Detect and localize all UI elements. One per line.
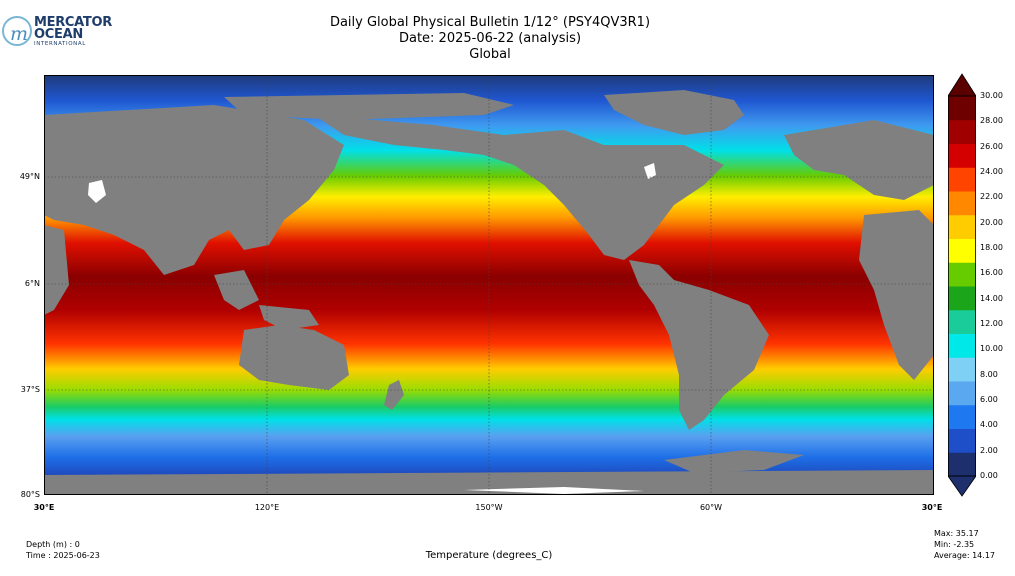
min-value: Min: -2.35 xyxy=(934,540,975,549)
colorbar-tick: 2.00 xyxy=(980,445,998,455)
colorbar-segment xyxy=(948,238,976,263)
depth-label: Depth (m) : 0 xyxy=(26,540,80,549)
mercator-ocean-logo: m MERCATOR OCEAN INTERNATIONAL xyxy=(0,14,112,50)
colorbar-segment xyxy=(948,428,976,453)
lon-tick: 30°E xyxy=(921,503,943,512)
colorbar-segment xyxy=(948,143,976,168)
colorbar-tick: 28.00 xyxy=(980,116,1003,126)
colorbar-tick: 20.00 xyxy=(980,217,1003,227)
colorbar-tick: 6.00 xyxy=(980,395,998,404)
lat-tick: 49°N xyxy=(19,172,40,181)
colorbar-tick: 24.00 xyxy=(980,167,1003,176)
lat-tick: 37°S xyxy=(20,385,40,394)
temperature-colorbar xyxy=(948,73,976,497)
logo-text-line1: MERCATOR xyxy=(34,15,112,30)
colorbar-tick: 8.00 xyxy=(980,369,998,379)
colorbar-segment xyxy=(948,191,976,216)
colorbar-segment xyxy=(948,96,976,121)
lon-tick: 60°W xyxy=(699,503,723,512)
colorbar-min-arrow xyxy=(948,475,976,497)
colorbar-tick: 18.00 xyxy=(980,243,1003,252)
sea-temperature-map xyxy=(44,75,934,495)
bulletin-title: Daily Global Physical Bulletin 1/12° (PS… xyxy=(329,15,651,30)
colorbar-tick: 12.00 xyxy=(980,319,1003,328)
sea-ice xyxy=(88,163,656,494)
colorbar-segment xyxy=(948,381,976,406)
map-border xyxy=(44,75,934,495)
colorbar-segment xyxy=(948,452,976,477)
colorbar-tick: 10.00 xyxy=(980,344,1003,354)
colorbar-segment xyxy=(948,214,976,239)
average-value: Average: 14.17 xyxy=(934,551,995,560)
colorbar-border xyxy=(948,95,976,477)
lon-tick: 120°E xyxy=(254,503,280,512)
graticule xyxy=(44,75,934,495)
lon-tick: 30°E xyxy=(33,503,55,512)
logo-text-line2: OCEAN xyxy=(34,27,83,42)
colorbar-tick: 16.00 xyxy=(980,268,1003,278)
colorbar-label: Temperature (degrees_C) xyxy=(425,550,553,561)
colorbar-segment xyxy=(948,309,976,334)
colorbar-segment xyxy=(948,167,976,192)
land-masses xyxy=(44,90,934,495)
bulletin-date: Date: 2025-06-22 (analysis) xyxy=(398,31,582,46)
colorbar-segment xyxy=(948,357,976,382)
colorbar-segment xyxy=(948,286,976,311)
colorbar-tick: 30.00 xyxy=(980,91,1003,100)
logo-circle-icon: m xyxy=(2,16,32,46)
colorbar-tick: 0.00 xyxy=(980,471,998,480)
lat-tick: 80°S xyxy=(20,490,40,499)
colorbar-max-arrow xyxy=(948,73,976,97)
colorbar-segments xyxy=(948,96,976,477)
colorbar-segment xyxy=(948,333,976,358)
logo-mark: m xyxy=(10,23,29,45)
colorbar-tick: 4.00 xyxy=(980,420,998,430)
colorbar-segment xyxy=(948,119,976,144)
time-label: Time : 2025-06-23 xyxy=(26,551,100,560)
colorbar-tick: 26.00 xyxy=(980,141,1003,151)
colorbar-segment xyxy=(948,404,976,429)
lat-tick: 6°N xyxy=(24,279,40,288)
colorbar-tick: 14.00 xyxy=(980,293,1003,303)
colorbar-segment xyxy=(948,262,976,287)
colorbar-tick: 22.00 xyxy=(980,192,1003,202)
max-value: Max: 35.17 xyxy=(934,529,979,538)
lon-tick: 150°W xyxy=(475,503,503,512)
bulletin-region: Global xyxy=(469,47,511,62)
logo-text-line3: INTERNATIONAL xyxy=(34,41,86,47)
